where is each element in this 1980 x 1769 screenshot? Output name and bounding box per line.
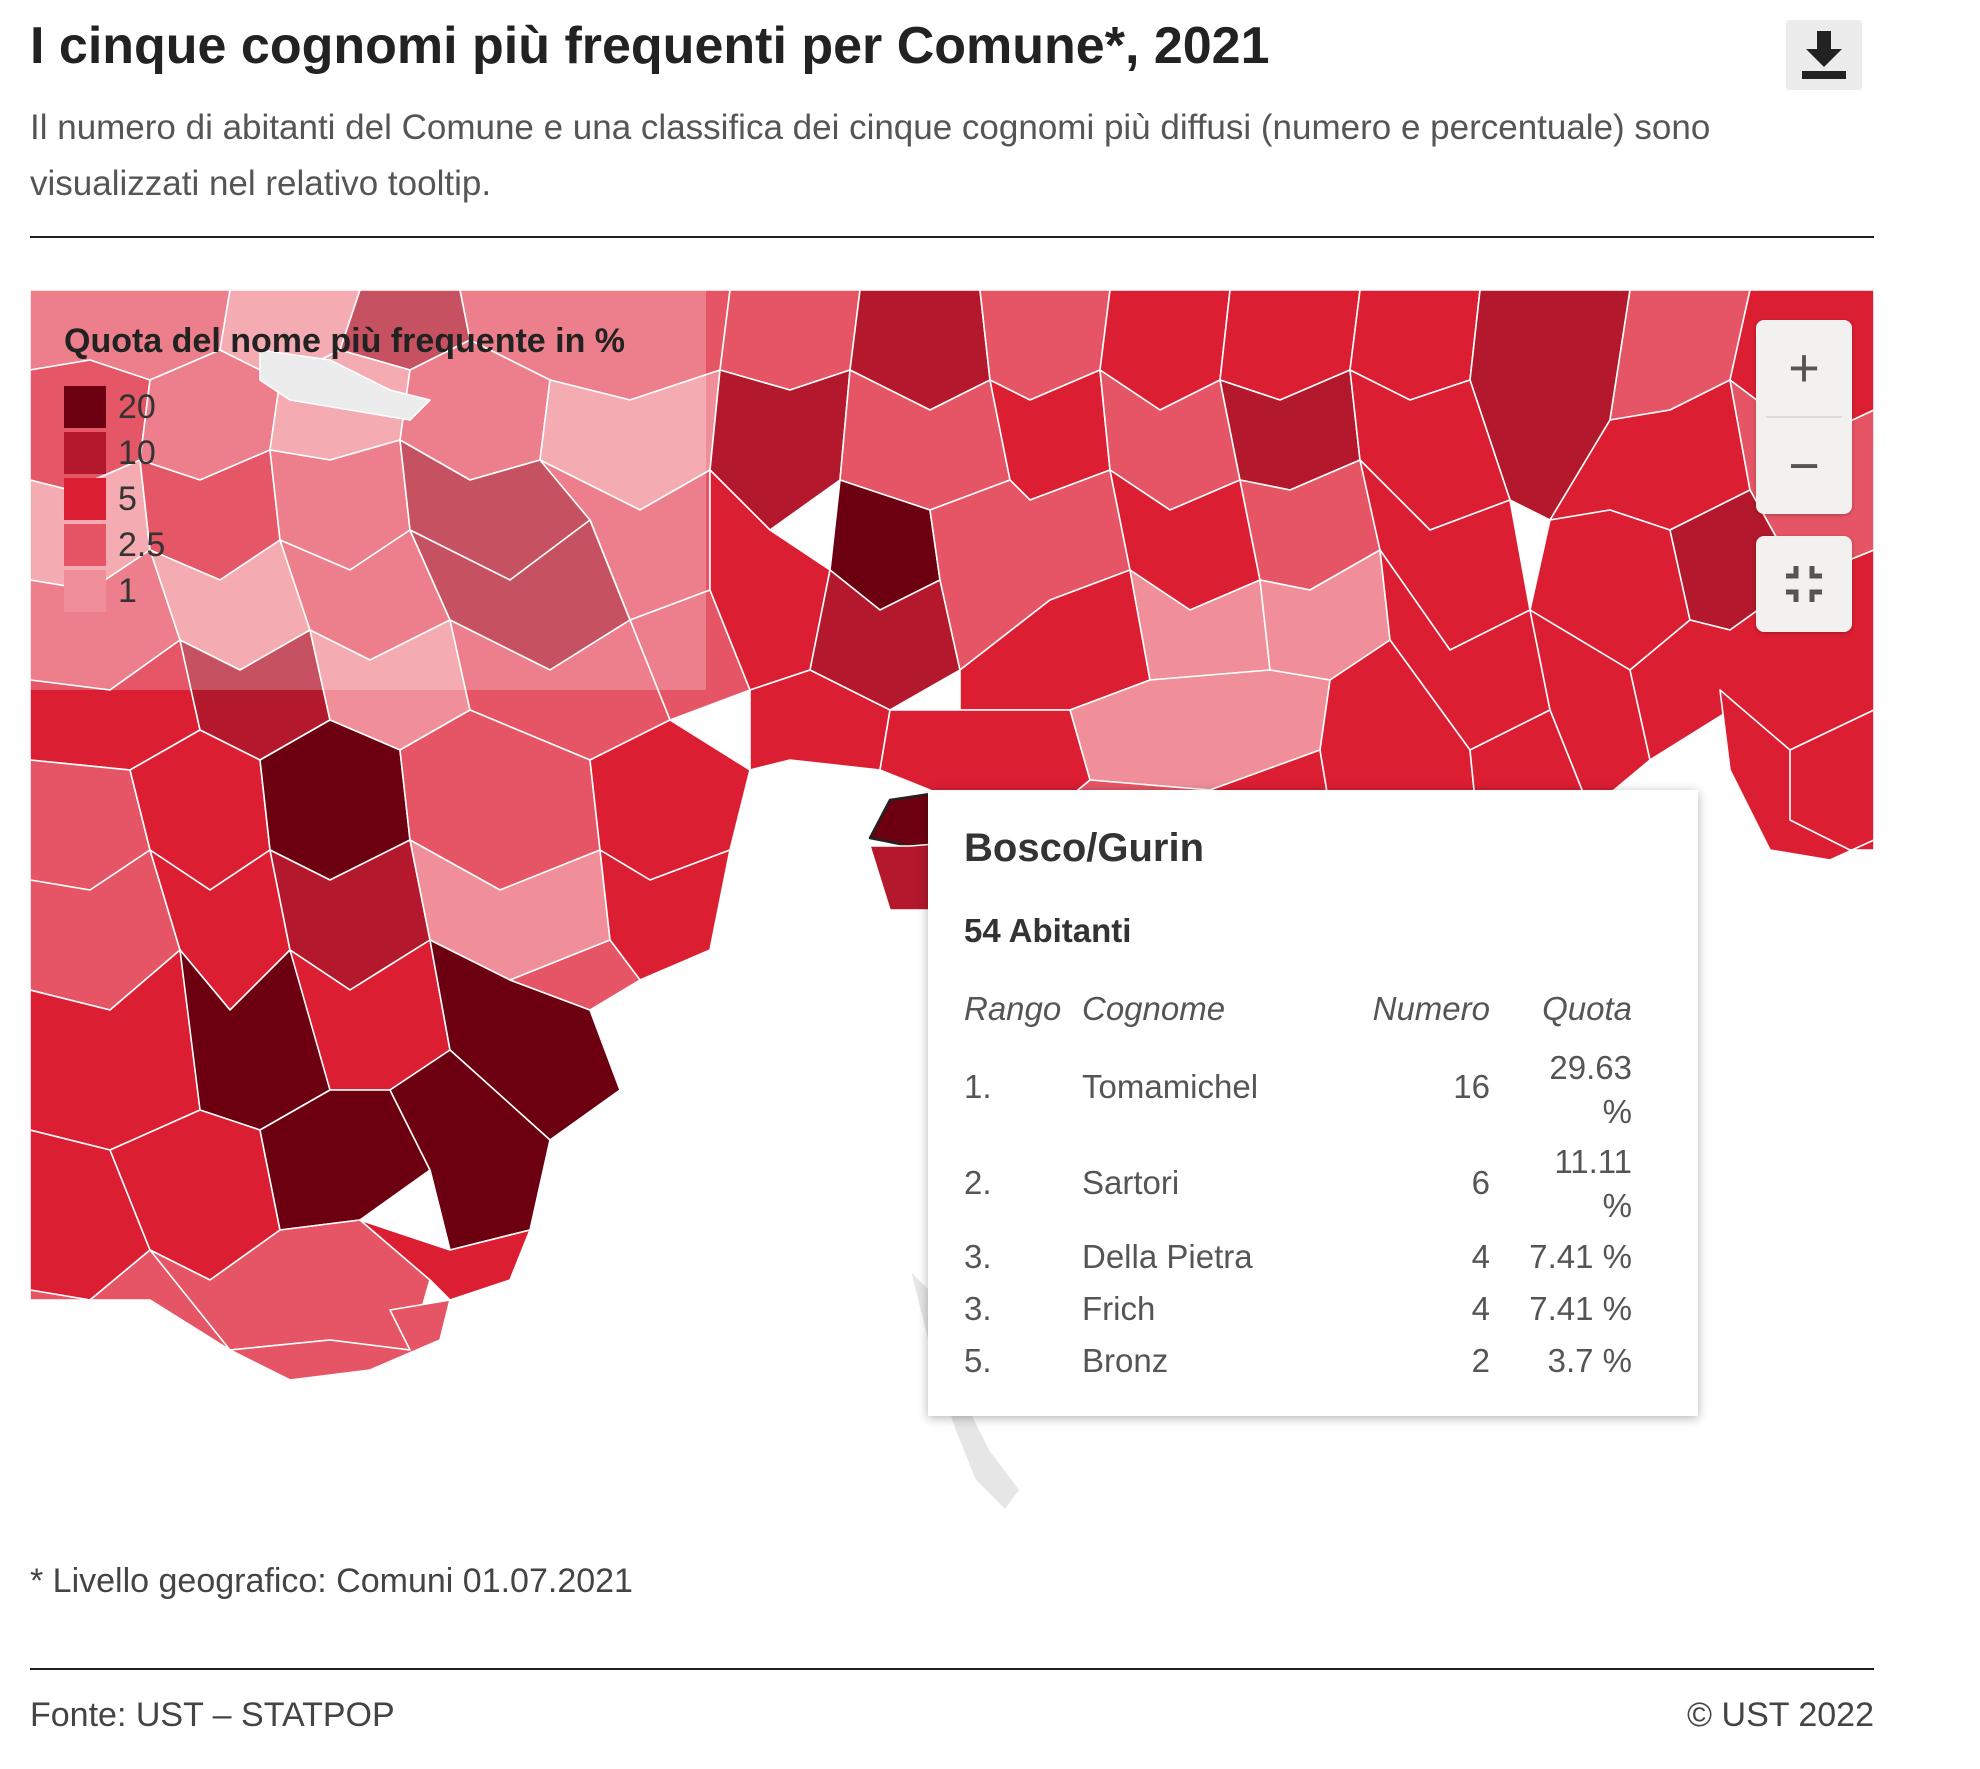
legend-item: 2.5 bbox=[64, 522, 165, 568]
chart-title: I cinque cognomi più frequenti per Comun… bbox=[30, 17, 1270, 75]
legend-item: 1 bbox=[64, 568, 137, 614]
zoom-in-button[interactable]: + bbox=[1788, 338, 1820, 398]
lake bbox=[259, 349, 431, 421]
tooltip-count: 6 bbox=[1471, 1164, 1490, 1201]
map-tooltip: Bosco/Gurin 54 Abitanti Rango Cognome Nu… bbox=[928, 790, 1698, 1416]
legend-swatch bbox=[64, 386, 106, 428]
fullscreen-exit-icon bbox=[1786, 566, 1822, 602]
tooltip-share: 3.7 % bbox=[1547, 1342, 1632, 1379]
legend-swatch bbox=[64, 478, 106, 520]
tooltip-population: 54 Abitanti bbox=[964, 912, 1132, 949]
map[interactable] bbox=[30, 290, 1874, 1530]
tooltip-surname: Bronz bbox=[1082, 1342, 1169, 1379]
municipality bbox=[1529, 609, 1651, 811]
municipality bbox=[359, 1219, 531, 1301]
legend-item: 10 bbox=[64, 430, 156, 476]
legend-label: 1 bbox=[118, 571, 137, 610]
download-icon bbox=[1802, 31, 1846, 79]
legend-label: 10 bbox=[118, 433, 156, 472]
tooltip-count: 2 bbox=[1471, 1342, 1490, 1379]
tooltip-rank: 3. bbox=[964, 1290, 992, 1327]
zoom-out-button[interactable]: − bbox=[1788, 436, 1820, 496]
header-divider bbox=[30, 236, 1874, 238]
tooltip-share: 29.63 % bbox=[1549, 1049, 1632, 1130]
tooltip-rank: 1. bbox=[964, 1068, 992, 1105]
zoom-divider bbox=[1766, 416, 1842, 418]
copyright-note: © UST 2022 bbox=[1687, 1696, 1874, 1734]
footnote: * Livello geografico: Comuni 01.07.2021 bbox=[30, 1562, 633, 1600]
legend-swatch bbox=[64, 524, 106, 566]
legend-label: 5 bbox=[118, 479, 137, 518]
tooltip-count: 4 bbox=[1471, 1238, 1490, 1275]
tooltip-count: 4 bbox=[1471, 1290, 1490, 1327]
tooltip-header-share: Quota bbox=[1542, 990, 1632, 1027]
zoom-control: + − bbox=[1756, 320, 1852, 514]
legend-title: Quota del nome più frequente in % bbox=[64, 322, 626, 360]
legend-swatch bbox=[64, 432, 106, 474]
municipality bbox=[229, 1299, 451, 1381]
download-button[interactable] bbox=[1786, 20, 1862, 90]
chart-subtitle: Il numero di abitanti del Comune e una c… bbox=[30, 108, 1711, 203]
tooltip-header-count: Numero bbox=[1372, 990, 1490, 1027]
tooltip-header-rank: Rango bbox=[964, 990, 1062, 1027]
legend-item: 20 bbox=[64, 384, 156, 430]
tooltip-municipality-name: Bosco/Gurin bbox=[964, 826, 1205, 870]
tooltip-share: 7.41 % bbox=[1529, 1238, 1632, 1275]
legend-panel bbox=[30, 290, 706, 690]
tooltip-share: 11.11 % bbox=[1554, 1143, 1632, 1224]
tooltip-surname: Sartori bbox=[1082, 1164, 1180, 1201]
legend-swatch bbox=[64, 570, 106, 612]
tooltip-surname: Tomamichel bbox=[1082, 1068, 1259, 1105]
fullscreen-button[interactable] bbox=[1756, 536, 1852, 632]
municipality bbox=[1719, 689, 1874, 861]
source-note: Fonte: UST – STATPOP bbox=[30, 1696, 395, 1734]
footer-divider bbox=[30, 1668, 1874, 1670]
tooltip-surname: Frich bbox=[1082, 1290, 1156, 1327]
tooltip-rank: 2. bbox=[964, 1164, 992, 1201]
legend-label: 20 bbox=[118, 387, 156, 426]
tooltip-share: 7.41 % bbox=[1529, 1290, 1632, 1327]
tooltip-rank: 5. bbox=[964, 1342, 992, 1379]
tooltip-header-surname: Cognome bbox=[1082, 990, 1226, 1027]
tooltip-rank: 3. bbox=[964, 1238, 992, 1275]
legend-item: 5 bbox=[64, 476, 137, 522]
legend-label: 2.5 bbox=[118, 525, 166, 564]
choropleth-map[interactable] bbox=[30, 290, 1874, 1530]
tooltip-count: 16 bbox=[1453, 1068, 1490, 1105]
tooltip-surname: Della Pietra bbox=[1082, 1238, 1253, 1275]
municipality bbox=[509, 939, 641, 1011]
